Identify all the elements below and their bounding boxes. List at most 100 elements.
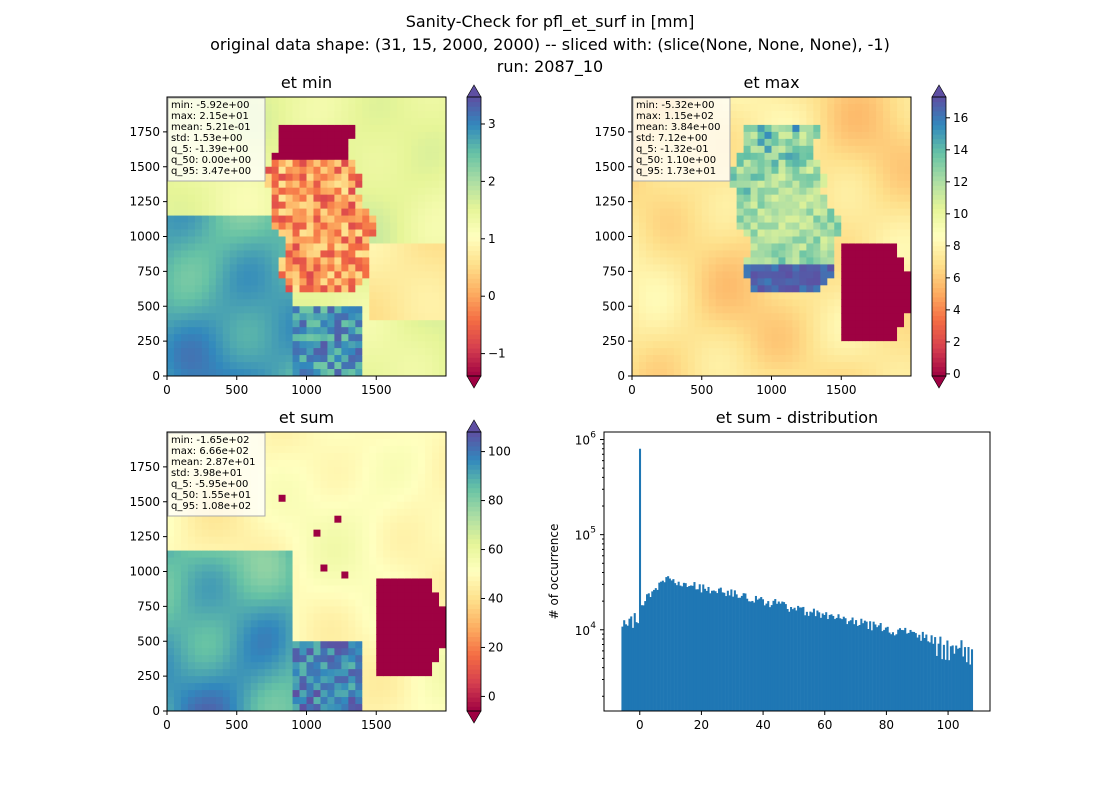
heatmap-cell bbox=[404, 362, 412, 370]
heatmap-cell bbox=[320, 173, 328, 182]
heatmap-cell bbox=[376, 243, 384, 251]
heatmap-cell bbox=[694, 299, 703, 307]
heatmap-cell bbox=[890, 264, 898, 272]
heatmap-cell bbox=[250, 641, 259, 649]
heatmap-cell bbox=[208, 236, 217, 244]
heatmap-cell bbox=[883, 103, 891, 112]
heatmap-cell bbox=[757, 341, 765, 349]
heatmap-cell bbox=[243, 697, 252, 705]
heatmap-cell bbox=[383, 348, 391, 356]
heatmap-cell bbox=[194, 348, 203, 356]
heatmap-cell bbox=[299, 124, 307, 133]
heatmap-cell bbox=[418, 110, 426, 119]
heatmap-cell bbox=[167, 250, 175, 258]
heatmap-cell bbox=[390, 327, 398, 335]
heatmap-cell bbox=[222, 690, 231, 698]
heatmap-cell bbox=[229, 271, 238, 279]
heatmap-cell bbox=[320, 564, 328, 572]
heatmap-cell bbox=[320, 201, 328, 210]
heatmap-cell bbox=[334, 201, 342, 210]
heatmap-cell bbox=[862, 299, 870, 307]
heatmap-cell bbox=[327, 292, 335, 300]
heatmap-cell bbox=[285, 697, 293, 705]
heatmap-cell bbox=[771, 285, 779, 293]
heatmap-cell bbox=[785, 208, 793, 216]
heatmap-cell bbox=[764, 208, 772, 216]
heatmap-cell bbox=[243, 341, 252, 349]
heatmap-cell bbox=[222, 180, 231, 189]
heatmap-cell bbox=[313, 557, 321, 565]
heatmap-cell bbox=[243, 264, 252, 272]
heatmap-cell bbox=[411, 159, 419, 168]
heatmap-cell bbox=[264, 348, 273, 356]
heatmap-cell bbox=[348, 131, 356, 140]
heatmap-cell bbox=[299, 697, 307, 705]
heatmap-cell bbox=[348, 473, 356, 482]
heatmap-cell bbox=[327, 110, 335, 119]
colorbar-segment bbox=[467, 315, 481, 321]
heatmap-cell bbox=[334, 131, 342, 140]
colorbar-segment bbox=[932, 148, 946, 154]
heatmap-cell bbox=[201, 627, 210, 635]
heatmap-cell bbox=[243, 236, 252, 244]
heatmap-cell bbox=[215, 515, 224, 524]
heatmap-cell bbox=[173, 550, 182, 558]
heatmap-cell bbox=[369, 306, 377, 314]
heatmap-cell bbox=[201, 320, 210, 328]
heatmap-cell bbox=[313, 369, 321, 377]
heatmap-cell bbox=[167, 299, 175, 307]
heatmap-cell bbox=[397, 529, 405, 538]
heatmap-cell bbox=[362, 452, 370, 461]
heatmap-cell bbox=[708, 250, 717, 258]
heatmap-cell bbox=[432, 348, 440, 356]
heatmap-cell bbox=[383, 264, 391, 272]
heatmap-cell bbox=[264, 243, 273, 251]
heatmap-cell bbox=[397, 173, 405, 182]
heatmap-cell bbox=[229, 613, 238, 621]
heatmap-cell bbox=[439, 327, 447, 335]
heatmap-cell bbox=[278, 571, 286, 579]
heatmap-cell bbox=[313, 438, 321, 447]
heatmap-cell bbox=[194, 222, 203, 230]
heatmap-cell bbox=[771, 278, 779, 286]
heatmap-cell bbox=[383, 578, 391, 586]
heatmap-cell bbox=[638, 285, 647, 293]
heatmap-cell bbox=[278, 201, 286, 210]
heatmap-cell bbox=[285, 466, 293, 475]
heatmap-cell bbox=[383, 145, 391, 154]
heatmap-cell bbox=[883, 292, 891, 300]
heatmap-cell bbox=[306, 292, 314, 300]
heatmap-cell bbox=[813, 201, 821, 210]
heatmap-cell bbox=[820, 173, 828, 182]
colorbar-segment bbox=[932, 217, 946, 223]
heatmap-cell bbox=[390, 97, 398, 105]
heatmap-cell bbox=[355, 166, 363, 175]
heatmap-cell bbox=[369, 550, 377, 558]
heatmap-cell bbox=[632, 208, 640, 216]
heatmap-cell bbox=[215, 592, 224, 600]
heatmap-cell bbox=[750, 173, 758, 182]
heatmap-cell bbox=[229, 257, 238, 265]
colorbar-segment bbox=[932, 306, 946, 312]
heatmap-cell bbox=[383, 480, 391, 489]
heatmap-cell bbox=[348, 522, 356, 531]
heatmap-cell bbox=[285, 194, 293, 203]
colorbar-segment bbox=[467, 166, 481, 172]
heatmap-cell bbox=[194, 515, 203, 524]
heatmap-cell bbox=[383, 613, 391, 621]
heatmap-cell bbox=[215, 369, 224, 377]
heatmap-cell bbox=[243, 550, 252, 558]
heatmap-cell bbox=[208, 634, 217, 642]
heatmap-cell bbox=[715, 201, 724, 210]
heatmap-cell bbox=[404, 466, 412, 475]
heatmap-cell bbox=[257, 215, 266, 223]
heatmap-cell bbox=[813, 243, 821, 251]
heatmap-cell bbox=[250, 208, 259, 216]
heatmap-cell bbox=[271, 250, 280, 258]
heatmap-cell bbox=[215, 662, 224, 670]
heatmap-cell bbox=[334, 229, 342, 237]
heatmap-cell bbox=[397, 236, 405, 244]
heatmap-cell bbox=[327, 152, 335, 161]
colorbar-segment bbox=[467, 208, 481, 214]
heatmap-cell bbox=[397, 124, 405, 133]
